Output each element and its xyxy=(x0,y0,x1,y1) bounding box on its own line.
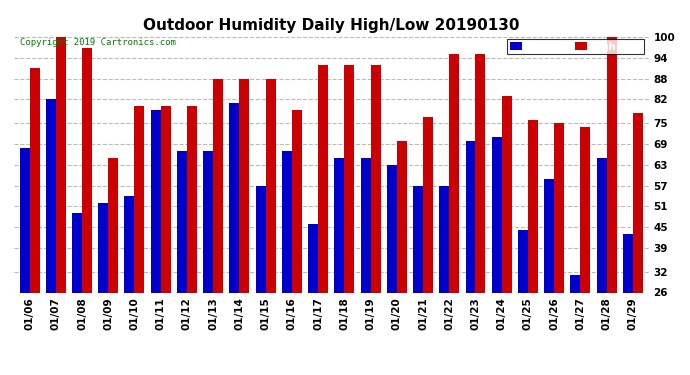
Title: Outdoor Humidity Daily High/Low 20190130: Outdoor Humidity Daily High/Low 20190130 xyxy=(143,18,520,33)
Bar xyxy=(318,65,328,292)
Legend: Low  (%), High  (%): Low (%), High (%) xyxy=(507,39,644,54)
Bar xyxy=(361,158,371,292)
Bar xyxy=(229,103,239,292)
Bar xyxy=(239,79,249,292)
Bar xyxy=(413,186,423,292)
Bar xyxy=(607,37,617,292)
Text: Copyright 2019 Cartronics.com: Copyright 2019 Cartronics.com xyxy=(20,38,176,46)
Bar xyxy=(72,213,82,292)
Bar xyxy=(124,196,135,292)
Bar xyxy=(256,186,266,292)
Bar xyxy=(98,203,108,292)
Bar xyxy=(492,137,502,292)
Bar xyxy=(108,158,118,292)
Bar xyxy=(335,158,344,292)
Bar xyxy=(502,96,512,292)
Bar xyxy=(571,275,580,292)
Bar xyxy=(528,120,538,292)
Bar xyxy=(213,79,223,292)
Bar xyxy=(387,165,397,292)
Bar xyxy=(30,68,39,292)
Bar xyxy=(518,230,528,292)
Bar xyxy=(466,141,475,292)
Bar xyxy=(371,65,380,292)
Bar xyxy=(475,54,486,292)
Bar xyxy=(308,224,318,292)
Bar xyxy=(623,234,633,292)
Bar xyxy=(266,79,275,292)
Bar xyxy=(344,65,354,292)
Bar xyxy=(449,54,460,292)
Bar xyxy=(135,106,144,292)
Bar xyxy=(56,37,66,292)
Bar xyxy=(597,158,607,292)
Bar xyxy=(544,178,554,292)
Bar xyxy=(19,148,30,292)
Bar xyxy=(580,127,591,292)
Bar xyxy=(282,151,292,292)
Bar xyxy=(177,151,187,292)
Bar xyxy=(633,113,643,292)
Bar xyxy=(554,123,564,292)
Bar xyxy=(397,141,406,292)
Bar xyxy=(82,48,92,292)
Bar xyxy=(150,110,161,292)
Bar xyxy=(423,117,433,292)
Bar xyxy=(440,186,449,292)
Bar xyxy=(292,110,302,292)
Bar xyxy=(161,106,170,292)
Bar xyxy=(203,151,213,292)
Bar xyxy=(46,99,56,292)
Bar xyxy=(187,106,197,292)
